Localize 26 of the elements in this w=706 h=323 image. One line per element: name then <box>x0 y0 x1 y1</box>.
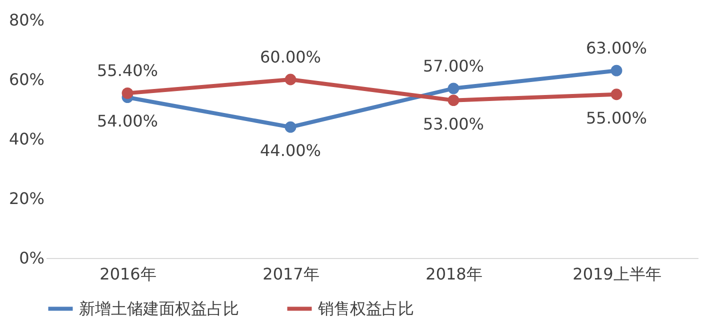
point <box>610 88 622 100</box>
y-tick-label: 60% <box>8 70 44 89</box>
point <box>284 74 296 86</box>
x-tick-label: 2017年 <box>262 264 320 284</box>
point <box>448 82 460 94</box>
legend-label: 新增土储建面权益占比 <box>79 298 239 318</box>
legend-label: 销售权益占比 <box>317 298 414 318</box>
y-tick-label: 0% <box>19 248 44 268</box>
point <box>122 87 134 99</box>
data-label: 53.00% <box>422 114 484 134</box>
x-tick-label: 2019上半年 <box>572 264 662 284</box>
data-label: 55.40% <box>96 61 158 80</box>
y-tick-label: 40% <box>8 130 44 148</box>
data-label: 60.00% <box>260 48 322 66</box>
x-tick-label: 2018年 <box>426 264 482 284</box>
point <box>284 121 296 133</box>
y-tick-label: 20% <box>8 189 44 208</box>
data-label: 44.00% <box>260 141 322 160</box>
y-tick-label: 80% <box>8 10 44 30</box>
data-label: 54.00% <box>96 111 158 130</box>
data-label: 63.00% <box>586 38 648 58</box>
point <box>610 64 622 76</box>
x-tick-label: 2016年 <box>100 264 156 284</box>
point <box>448 94 460 106</box>
data-label: 57.00% <box>422 56 484 76</box>
data-label: 55.00% <box>586 108 648 128</box>
